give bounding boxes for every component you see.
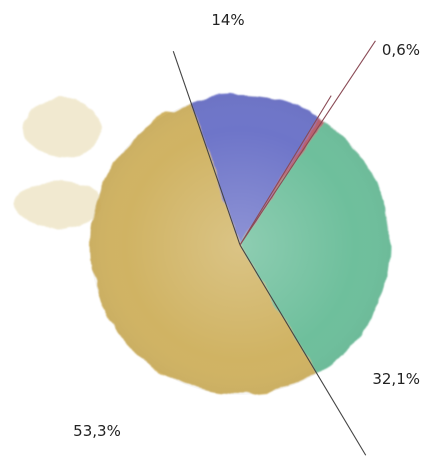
slice-labels: 14% 0,6% 32,1% 53,3%: [73, 11, 420, 440]
slice-boundary-line: [239, 95, 332, 246]
leader-lines: [172, 40, 376, 456]
paint-blotches: [16, 98, 100, 229]
slice-boundary-line: [172, 50, 241, 246]
slice-label: 32,1%: [372, 370, 420, 388]
slice-label: 14%: [211, 11, 244, 29]
slice-label: 53,3%: [73, 422, 121, 440]
slice-boundary-line: [239, 40, 376, 246]
slice-label: 0,6%: [382, 41, 420, 59]
slice-boundary-line: [239, 244, 367, 456]
